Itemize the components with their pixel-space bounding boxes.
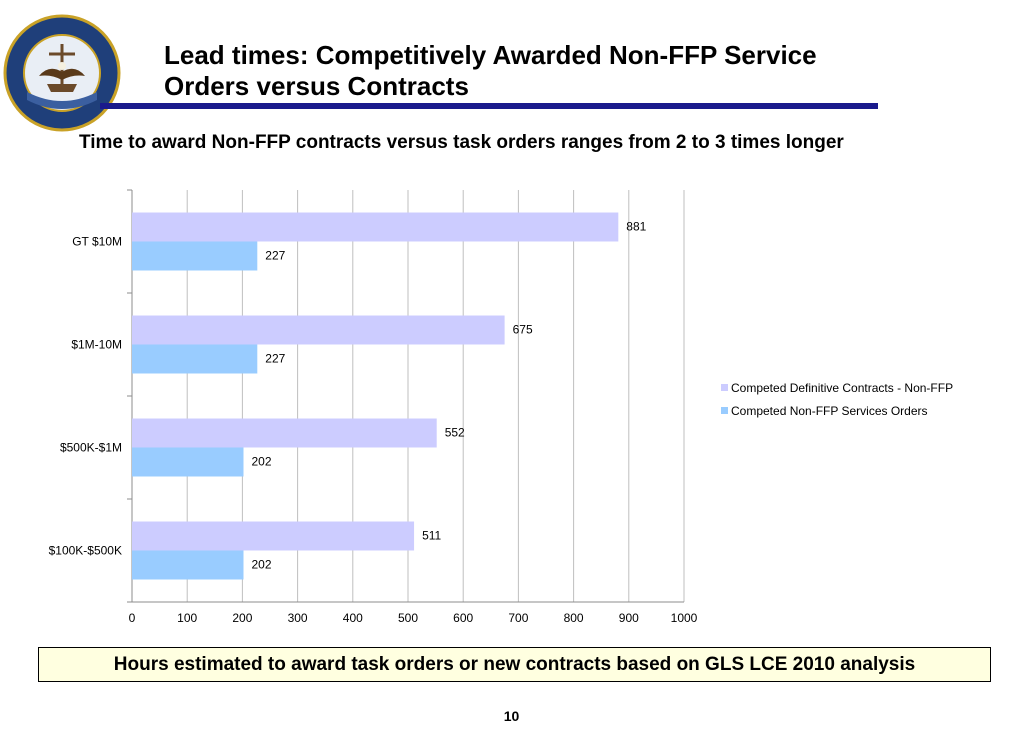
x-tick-label: 500 [398,611,418,625]
bar [132,418,437,448]
data-label: 227 [265,249,285,263]
bar [132,241,258,271]
x-tick-label: 300 [288,611,308,625]
x-tick-label: 600 [453,611,473,625]
x-tick-label: 1000 [671,611,698,625]
page-title: Lead times: Competitively Awarded Non-FF… [164,40,817,101]
category-label: $500K-$1M [60,441,122,455]
data-label: 202 [252,558,272,572]
x-tick-label: 700 [508,611,528,625]
page-number: 10 [503,708,520,724]
title-divider [100,103,878,109]
data-label: 552 [445,426,465,440]
bar-chart: 0 100 200 300 400 500 600 700 800 900 1000 GT $10M 8… [49,189,953,625]
legend-swatch [721,384,728,391]
bar [132,521,415,551]
legend-label: Competed Non-FFP Services Orders [731,404,928,418]
legend-swatch [721,407,728,414]
data-label: 675 [513,323,533,337]
x-tick-label: 0 [129,611,136,625]
x-tick-label: 400 [343,611,363,625]
bar [132,344,258,374]
navy-seal-logo [3,14,121,132]
x-tick-label: 800 [564,611,584,625]
footer-note: Hours estimated to award task orders or … [113,653,916,675]
data-label: 202 [252,455,272,469]
page-subtitle: Time to award Non-FFP contracts versus t… [79,132,844,153]
bar [132,212,619,242]
data-label: 511 [422,529,441,543]
data-label: 227 [265,352,285,366]
bar [132,315,505,345]
legend-label: Competed Definitive Contracts - Non-FFP [731,381,953,395]
x-tick-label: 900 [619,611,639,625]
bar [132,550,244,580]
category-label: GT $10M [72,235,122,249]
x-tick-label: 200 [232,611,252,625]
x-tick-label: 100 [177,611,197,625]
category-label: $100K-$500K [49,544,122,558]
footer-note-box: Hours estimated to award task orders or … [38,647,991,682]
bar [132,447,244,477]
data-label: 881 [626,220,646,234]
category-label: $1M-10M [71,338,122,352]
